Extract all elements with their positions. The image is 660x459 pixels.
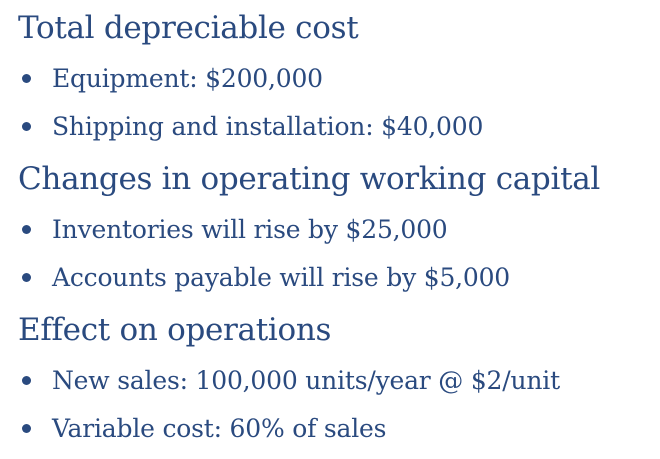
section-heading-working-capital: Changes in operating working capital <box>18 161 601 197</box>
bullet-icon <box>22 225 31 234</box>
bullet-text: Variable cost: 60% of sales <box>52 414 387 443</box>
bullet-icon <box>22 376 31 385</box>
bullet-text: Inventories will rise by $25,000 <box>52 215 448 244</box>
bullet-text: Equipment: $200,000 <box>52 64 323 93</box>
section-heading-total-depreciable-cost: Total depreciable cost <box>18 10 359 46</box>
bullet-icon <box>22 424 31 433</box>
bullet-icon <box>22 74 31 83</box>
bullet-text: Accounts payable will rise by $5,000 <box>52 263 511 292</box>
section-heading-effect-on-operations: Effect on operations <box>18 312 332 348</box>
bullet-icon <box>22 122 31 131</box>
bullet-icon <box>22 273 31 282</box>
bullet-text: Shipping and installation: $40,000 <box>52 112 484 141</box>
bullet-text: New sales: 100,000 units/year @ $2/unit <box>52 366 560 395</box>
